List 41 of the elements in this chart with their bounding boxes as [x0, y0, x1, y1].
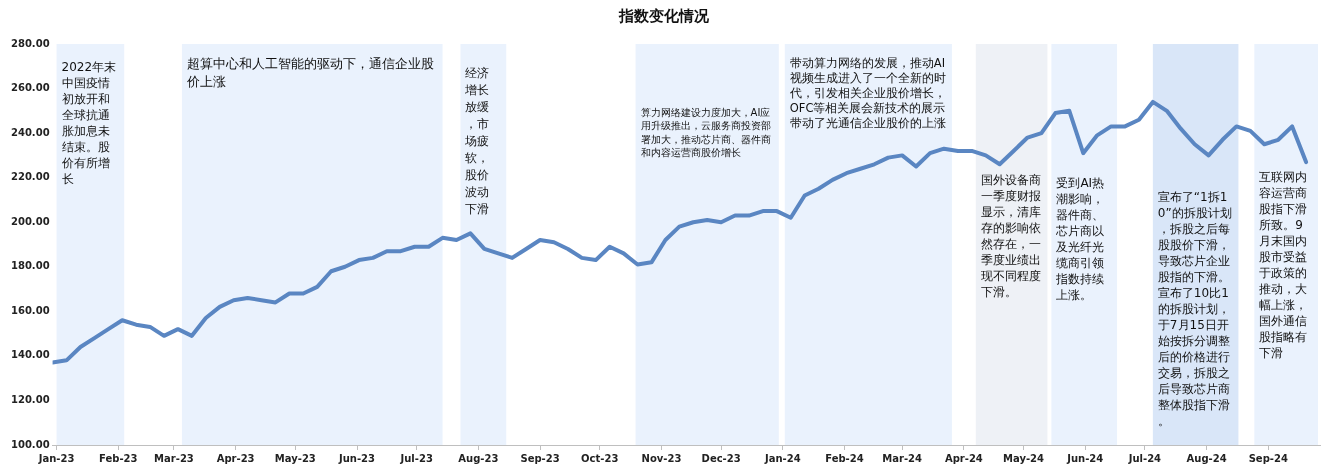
y-tick-label: 260.00	[11, 82, 50, 94]
x-tick-label: May-24	[1003, 452, 1045, 464]
x-tick-label: Jan-24	[763, 452, 801, 464]
chart-title: 指数变化情况	[618, 6, 710, 25]
band-label: 带动算力网络的发展，推动AI视频生成进入了一个全新的时代，引发相关企业股价增长，OFC等相关展会新技术的展示带动了光通信企业股价的上涨	[788, 55, 946, 130]
x-tick-label: Feb-23	[99, 452, 138, 464]
band-label: 国外设备商一季度财报显示，清库存的影响依然存在，一季度业绩出现不同程度下滑。	[980, 173, 1041, 300]
y-tick-label: 180.00	[11, 260, 50, 272]
y-tick-label: 120.00	[11, 394, 50, 406]
x-tick-label: Aug-23	[458, 452, 499, 464]
x-tick-label: Feb-24	[825, 452, 864, 464]
x-tick-label: Jun-23	[337, 452, 376, 464]
x-tick-label: Oct-23	[581, 452, 619, 464]
x-tick-label: Jul-23	[399, 452, 433, 464]
x-tick-label: Jan-23	[37, 452, 75, 464]
y-tick-label: 240.00	[11, 126, 50, 138]
x-tick-label: Jun-24	[1066, 452, 1104, 464]
x-tick-label: Jul-24	[1127, 452, 1162, 464]
y-tick-label: 280.00	[11, 37, 50, 49]
y-tick-label: 200.00	[11, 215, 50, 227]
band-label: 受到AI热潮影响，器件商、芯片商以及光纤光缆商引领指数持续上涨。	[1055, 176, 1105, 303]
x-tick-label: Apr-23	[216, 452, 255, 464]
y-tick-label: 100.00	[11, 438, 50, 450]
x-tick-label: Apr-24	[944, 452, 983, 464]
band-label: 算力网络建设力度加大，AI应用升级推出，云服务商投资部署加大，推动芯片商、器件商和内容运营商股价增长	[640, 106, 771, 159]
x-tick-label: Aug-24	[1186, 452, 1227, 464]
band-label: 超算中心和人工智能的驱动下，通信企业股价上涨	[185, 55, 434, 89]
x-tick-label: Sep-23	[520, 452, 560, 464]
x-tick-label: Mar-23	[154, 452, 194, 464]
x-tick-label: Sep-24	[1248, 452, 1288, 464]
y-tick-label: 220.00	[11, 171, 50, 183]
y-tick-label: 140.00	[11, 349, 50, 361]
text: 经济增长放缓，市场疲软，股价波动下滑	[465, 66, 490, 217]
text: 互联网内容运营商股指下滑所致。9月末国内股市受益于政策的推动，大幅上涨，国外通信股指略有下滑	[1259, 170, 1308, 361]
x-tick-label: May-23	[274, 452, 316, 464]
x-tick-label: Dec-23	[701, 452, 741, 464]
x-tick-label: Nov-23	[641, 452, 682, 464]
x-tick-label: Mar-24	[882, 452, 923, 464]
text: 宣布了“1拆10”的拆股计划，拆股之后每股股价下滑，导致芯片企业股指的下滑。宣布了10比1的拆股计划，于7月15日开始按拆分调整后的价格进行交易，拆股之后导致芯片商整体股指下滑。	[1157, 190, 1232, 429]
y-tick-label: 160.00	[11, 304, 50, 316]
band-label: 2022年末中国疫情初放开和全球抗通胀加息未结束。股价有所增长	[60, 60, 117, 187]
